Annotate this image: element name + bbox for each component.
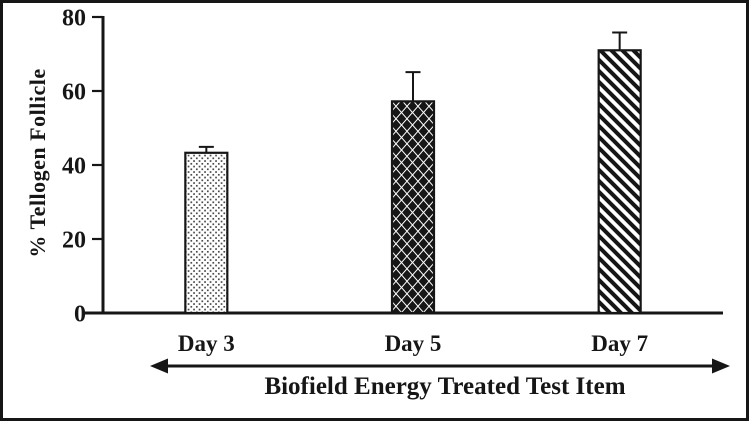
- y-axis-title: % Tellogen Follicle: [25, 68, 50, 257]
- error-bar-day-5: [405, 71, 421, 102]
- arrow-right-head: [712, 358, 730, 374]
- y-tick-label: 20: [62, 227, 86, 253]
- x-axis-title: Biofield Energy Treated Test Item: [264, 373, 625, 400]
- y-tick-label: 60: [62, 79, 86, 105]
- bars-group: [184, 31, 642, 315]
- x-category-labels: Day 3 Day 5 Day 7: [178, 331, 648, 356]
- y-tick-label: 80: [62, 5, 86, 31]
- arrow-left-head: [150, 358, 168, 374]
- x-category-label: Day 3: [178, 331, 235, 356]
- x-category-label: Day 5: [385, 331, 442, 356]
- bar-day-7: [597, 49, 642, 315]
- y-axis-ticks: 0 20 40 60 80: [62, 5, 103, 327]
- y-tick-label: 40: [62, 153, 86, 179]
- bar-day-5: [390, 100, 436, 315]
- x-category-label: Day 7: [591, 331, 648, 356]
- bar-day-3: [184, 151, 229, 315]
- error-bar-day-3: [198, 145, 214, 153]
- y-tick-label: 0: [74, 301, 86, 327]
- x-range-arrow: [150, 358, 730, 374]
- error-bar-day-7: [612, 31, 628, 51]
